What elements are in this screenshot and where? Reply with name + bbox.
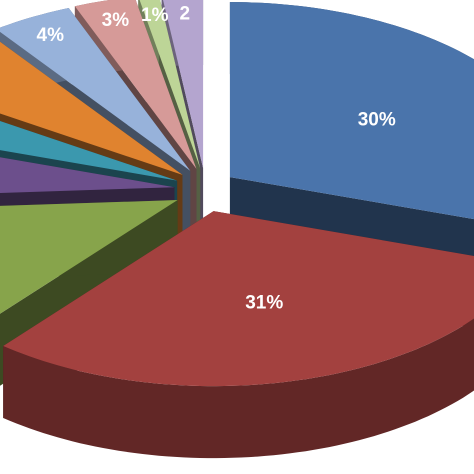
data-label: 4% [37,25,65,46]
slice [3,211,474,387]
data-label: 30% [358,110,396,131]
data-label: 31% [245,293,283,314]
slice [0,41,183,175]
slice-wall [3,318,474,459]
slice [139,0,201,169]
slice [0,121,178,181]
data-label: 1% [141,5,169,26]
slice [0,157,175,194]
slice [229,2,474,220]
slice [0,8,191,171]
slice [0,200,178,314]
data-label: 3% [102,10,130,31]
slice [163,0,204,168]
data-label: 2 [180,3,191,24]
slice [74,0,197,169]
